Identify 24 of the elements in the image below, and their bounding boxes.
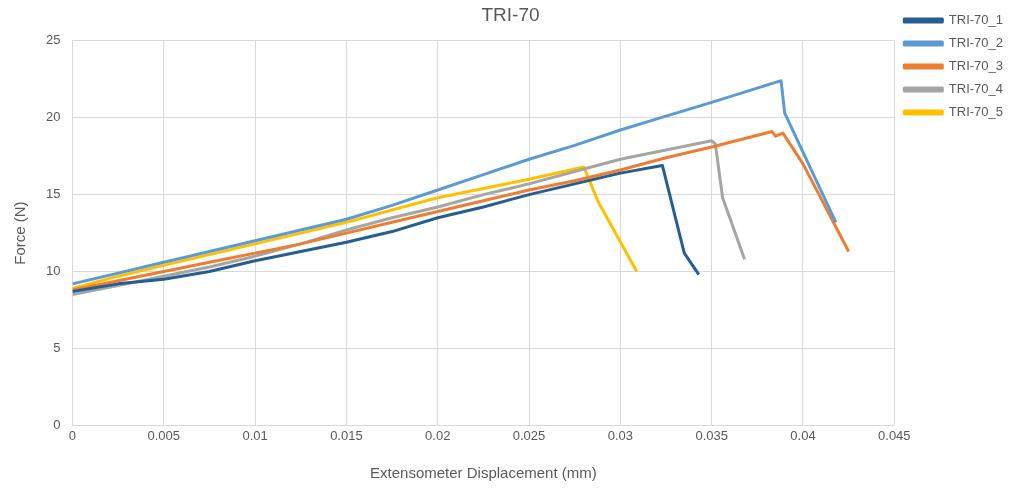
x-tick-label: 0.005 xyxy=(147,427,181,443)
x-tick-label: 0 xyxy=(68,427,77,443)
y-tick-label: 20 xyxy=(45,109,61,125)
x-axis-title: Extensometer Displacement (mm) xyxy=(370,464,597,482)
y-tick-label: 25 xyxy=(45,32,61,48)
x-tick-label: 0.045 xyxy=(878,427,911,443)
x-tick-label: 0.025 xyxy=(512,427,546,443)
x-tick-label: 0.02 xyxy=(425,427,451,443)
legend-label: TRI-70_5 xyxy=(948,104,1004,120)
y-tick-label: 15 xyxy=(45,186,61,202)
chart-title: TRI-70 xyxy=(481,3,540,25)
x-tick-label: 0.01 xyxy=(242,427,268,443)
legend-label: TRI-70_2 xyxy=(948,35,1004,51)
legend-label: TRI-70_1 xyxy=(948,12,1004,28)
y-tick-label: 10 xyxy=(45,263,61,279)
x-tick-label: 0.015 xyxy=(330,427,363,443)
legend-label: TRI-70_3 xyxy=(948,58,1004,74)
x-tick-label: 0.035 xyxy=(695,427,728,443)
x-tick-label: 0.04 xyxy=(790,427,816,443)
y-axis-title: Force (N) xyxy=(11,201,29,265)
legend-label: TRI-70_4 xyxy=(948,81,1004,97)
y-tick-label: 0 xyxy=(53,416,61,432)
x-tick-label: 0.03 xyxy=(607,427,634,443)
y-tick-label: 5 xyxy=(53,340,61,356)
